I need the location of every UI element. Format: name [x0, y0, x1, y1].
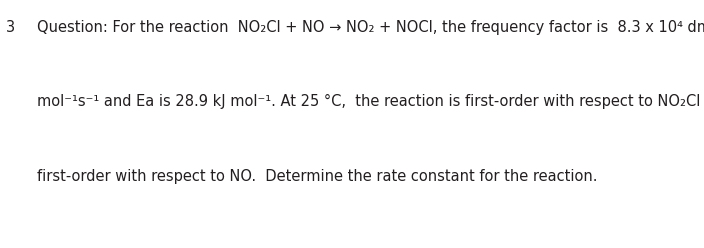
Text: 3: 3: [6, 20, 15, 35]
Text: mol⁻¹s⁻¹ and Ea is 28.9 kJ mol⁻¹. At 25 °C,  the reaction is first-order with re: mol⁻¹s⁻¹ and Ea is 28.9 kJ mol⁻¹. At 25 …: [37, 94, 704, 109]
Text: Question: For the reaction  NO₂Cl + NO → NO₂ + NOCl, the frequency factor is  8.: Question: For the reaction NO₂Cl + NO → …: [37, 20, 704, 35]
Text: first-order with respect to NO.  Determine the rate constant for the reaction.: first-order with respect to NO. Determin…: [37, 169, 597, 184]
